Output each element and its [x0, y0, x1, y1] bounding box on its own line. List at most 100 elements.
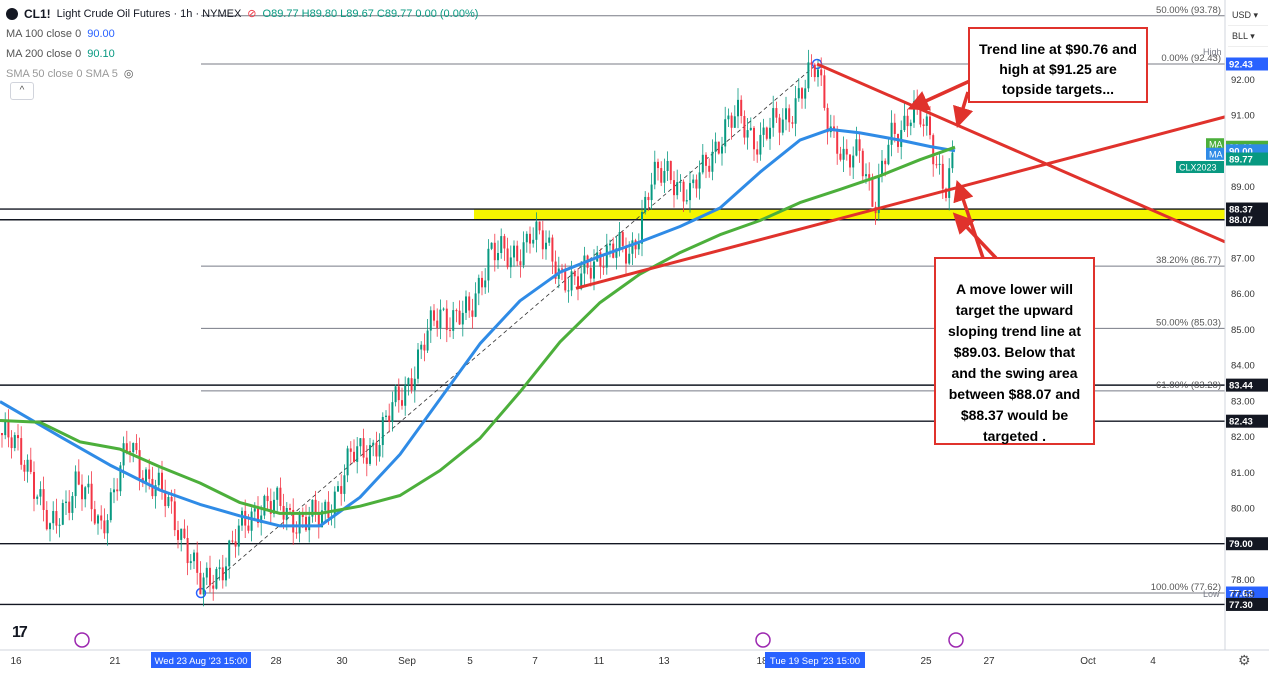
candle-body-135 [433, 310, 435, 321]
ohlc-readout: O89.77 H89.80 L89.67 C89.77 0.00 (0.00%) [262, 8, 479, 20]
candle-body-274 [877, 175, 880, 214]
candle-body-266 [852, 155, 855, 168]
unit-selector[interactable]: BLL ▾ [1228, 26, 1268, 47]
y-tick-label-2: 81.00 [1231, 468, 1255, 479]
candle-body-232 [743, 115, 746, 138]
currency-selector[interactable]: USD ▾ [1228, 5, 1268, 26]
eye-hidden-icon[interactable]: ◎ [123, 68, 134, 80]
candle-body-242 [775, 108, 778, 118]
price-tag-text-2: 90.00 [1229, 146, 1253, 157]
fib-label-2: 38.20% (86.77) [1156, 255, 1221, 266]
candle-body-95 [305, 516, 307, 531]
settings-icon[interactable]: ⊘ [247, 8, 257, 20]
candle-body-141 [452, 310, 455, 331]
candle-body-249 [797, 88, 800, 99]
indicator-sma50[interactable]: SMA 50 close 0 SMA 5 ◎ [6, 64, 478, 84]
candle-body-285 [913, 101, 915, 123]
candle-body-159 [509, 257, 512, 268]
symbol-label[interactable]: CL1! [24, 7, 51, 21]
candle-body-83 [266, 495, 269, 502]
indicator-ma200[interactable]: MA 200 close 0 90.10 [6, 44, 478, 64]
candle-body-270 [865, 174, 867, 177]
x-tick-label-4: Sep [398, 656, 416, 667]
candle-body-269 [861, 150, 864, 177]
indicator-ma200-label: MA 200 close 0 [6, 48, 82, 60]
price-tag-bg-9 [1226, 586, 1268, 600]
price-tag-bg-3 [1226, 152, 1268, 166]
candle-body-281 [900, 130, 903, 147]
candle-body-237 [759, 134, 762, 155]
tradingview-logo[interactable]: 17 [12, 624, 28, 641]
candle-body-164 [525, 233, 528, 243]
candle-body-1 [4, 421, 7, 436]
x-tick-label-9: 18 [756, 656, 768, 667]
candle-body-170 [545, 242, 547, 250]
candle-body-78 [250, 511, 253, 531]
candle-body-21 [68, 501, 71, 513]
candle-body-241 [772, 108, 775, 128]
candle-body-157 [503, 236, 506, 249]
candle-body-82 [263, 495, 266, 516]
candle-body-184 [589, 267, 592, 279]
y-tick-label-7: 86.00 [1231, 289, 1255, 300]
candle-body-69 [221, 567, 224, 581]
x-tick-label-5: 5 [467, 656, 473, 667]
swing-zone-band [474, 209, 1225, 220]
indicator-ma100[interactable]: MA 100 close 0 90.00 [6, 24, 478, 44]
callout-topside-text: Trend line at $90.76 and high at $91.25 … [979, 41, 1137, 97]
candle-body-39 [125, 443, 128, 452]
candle-body-22 [71, 496, 74, 513]
candle-body-287 [919, 102, 922, 125]
candle-body-84 [269, 501, 272, 514]
candle-body-54 [173, 501, 176, 531]
candle-body-294 [941, 163, 944, 189]
candle-body-109 [349, 448, 352, 452]
candle-body-218 [698, 172, 701, 189]
candle-body-195 [625, 245, 627, 264]
candle-body-132 [423, 344, 426, 351]
candle-body-34 [109, 492, 112, 521]
legend-title-row: CL1! Light Crude Oil Futures · 1h · NYME… [6, 4, 478, 24]
gear-icon[interactable]: ⚙ [1238, 652, 1251, 668]
candle-body-102 [327, 501, 330, 518]
candle-body-243 [778, 117, 781, 133]
y-tick-label-4: 83.00 [1231, 396, 1255, 407]
candle-body-208 [666, 160, 669, 171]
price-tag-text-8: 79.00 [1229, 539, 1253, 550]
candle-body-60 [193, 552, 195, 562]
candle-body-263 [842, 148, 845, 160]
candle-body-214 [685, 200, 688, 202]
candle-body-72 [231, 540, 234, 542]
candle-body-16 [52, 511, 55, 524]
candle-body-32 [103, 520, 106, 534]
candle-body-111 [356, 446, 359, 462]
candle-body-229 [733, 116, 736, 128]
candle-body-261 [836, 129, 839, 154]
callout-topside-targets: Trend line at $90.76 and high at $91.25 … [968, 27, 1148, 103]
candle-body-125 [401, 400, 403, 406]
candle-body-231 [740, 99, 743, 116]
callout-arrow-0 [907, 78, 973, 111]
candle-body-19 [61, 503, 64, 525]
candle-body-119 [381, 416, 384, 446]
candle-body-110 [353, 451, 355, 462]
candle-body-182 [583, 255, 586, 274]
candle-body-150 [481, 277, 483, 288]
candle-body-75 [241, 510, 243, 526]
candle-body-201 [644, 196, 647, 213]
candle-body-233 [746, 130, 749, 138]
indicator-sma50-label: SMA 50 close 0 SMA 5 [6, 68, 118, 80]
candle-body-11 [36, 496, 39, 499]
candle-body-176 [564, 269, 567, 291]
candle-body-80 [257, 508, 259, 524]
candle-body-48 [154, 485, 157, 497]
candle-body-94 [301, 514, 304, 517]
high-low-value-1: 77.59 [1231, 590, 1255, 601]
candle-body-30 [97, 515, 99, 524]
side-tag-bg-2 [1176, 161, 1224, 174]
collapse-legend-button[interactable]: ^ [10, 82, 34, 100]
candle-body-228 [730, 115, 733, 128]
candle-body-101 [324, 501, 327, 511]
candle-body-143 [458, 310, 461, 325]
candle-body-23 [74, 471, 77, 497]
